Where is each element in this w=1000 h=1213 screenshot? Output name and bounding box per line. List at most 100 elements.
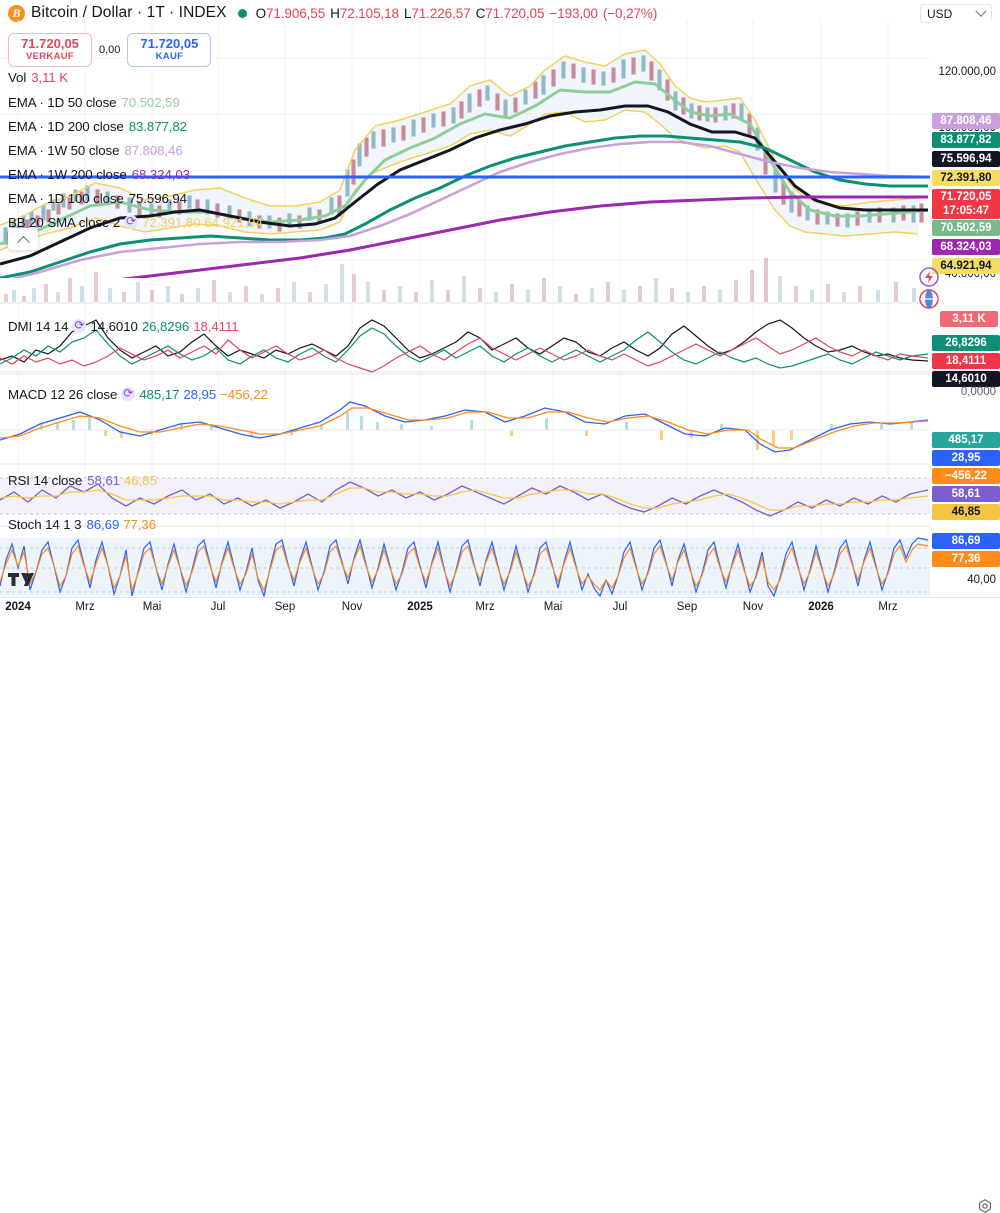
stoch-k-badge: 86,69 xyxy=(932,533,1000,549)
volume-badge: 3,11 K xyxy=(940,311,998,327)
time-label: Mrz xyxy=(878,601,898,613)
alert-icon[interactable] xyxy=(918,266,940,288)
ohlc-o-value: 71.906,55 xyxy=(265,5,326,21)
legend-item-volume[interactable]: Vol 3,11 K xyxy=(8,70,69,85)
dmi-series-group xyxy=(0,319,930,373)
legend-item-ema-1d-50[interactable]: EMA · 1D 50 close 70.502,59 xyxy=(8,95,180,110)
legend-item-ema-1w-200[interactable]: EMA · 1W 200 close 68.324,03 xyxy=(8,167,190,182)
collapse-legend-button[interactable] xyxy=(8,228,38,250)
bb-lower-badge: 64.921,94 xyxy=(932,258,1000,274)
buy-button[interactable]: 71.720,05 KAUF xyxy=(127,33,212,67)
buy-price: 71.720,05 xyxy=(140,36,199,51)
refresh-icon[interactable] xyxy=(124,213,139,229)
timezone-clock-icon[interactable] xyxy=(978,1199,992,1213)
ohlc-l-label: L xyxy=(403,5,412,21)
stoch-d-line xyxy=(0,543,929,593)
ohlc-change: −193,00 xyxy=(549,5,598,21)
price-scale[interactable]: 120.000,00 100.000,00 40.000,00 87.808,4… xyxy=(930,20,1000,615)
legend-value: 46,85 xyxy=(123,473,157,488)
chevron-up-icon xyxy=(16,235,30,249)
dmi-plus-di-badge: 26,8296 xyxy=(932,335,1000,351)
buy-label: KAUF xyxy=(155,51,184,62)
bitcoin-icon: B xyxy=(8,4,25,22)
legend-value: 77,36 xyxy=(123,517,157,532)
ema-1w-50-badge: 87.808,46 xyxy=(932,113,1000,129)
bb-upper-badge: 72.391,80 xyxy=(932,170,1000,186)
ohlc-c-label: C xyxy=(475,5,486,21)
legend-value: 75.596,94 xyxy=(128,191,187,206)
legend-item-rsi[interactable]: RSI 14 close 58,61 46,85 xyxy=(8,473,157,488)
legend-item-ema-1d-200[interactable]: EMA · 1D 200 close 83.877,82 xyxy=(8,119,187,134)
legend-value: 58,61 xyxy=(87,473,120,488)
rsi-ma-line xyxy=(0,487,929,511)
ema-1w-50-line xyxy=(10,140,929,278)
legend-value: 86,69 xyxy=(86,517,120,532)
legend-item-stoch[interactable]: Stoch 14 1 3 86,69 77,36 xyxy=(8,517,157,532)
legend-value: 68.324,03 xyxy=(131,167,190,182)
legend-value: 3,11 K xyxy=(31,70,69,85)
currency-selector[interactable]: USD xyxy=(920,4,992,23)
buy-sell-row: 71.720,05 VERKAUF 0,00 71.720,05 KAUF xyxy=(8,33,212,67)
refresh-icon[interactable] xyxy=(121,385,136,401)
bollinger-lower-line xyxy=(0,109,919,251)
ema-1w-200-badge: 68.324,03 xyxy=(932,239,1000,255)
dmi-minus-di-line xyxy=(0,337,929,373)
price-tick: 120.000,00 xyxy=(938,66,996,78)
volume-series-group xyxy=(4,258,916,302)
last-price-badge: 71.720,05 17:05:47 xyxy=(932,189,1000,219)
tradingview-logo xyxy=(8,570,34,590)
sell-button[interactable]: 71.720,05 VERKAUF xyxy=(8,33,92,67)
macd-line xyxy=(0,401,929,453)
bollinger-band-fill xyxy=(0,50,918,250)
time-label: Nov xyxy=(341,601,363,613)
time-label: Mrz xyxy=(75,601,95,613)
chart-plot-area[interactable] xyxy=(0,20,930,598)
currency-label: USD xyxy=(927,6,953,21)
legend-value: 28,95 xyxy=(183,387,217,402)
globe-icon[interactable] xyxy=(918,288,940,310)
stoch-d-badge: 77,36 xyxy=(932,551,1000,567)
ohlc-l-value: 71.226,57 xyxy=(411,5,471,21)
chevron-down-icon xyxy=(975,5,987,17)
rsi-badge: 58,61 xyxy=(932,486,1000,502)
chart-header: B Bitcoin / Dollar · 1T · INDEX O71.906,… xyxy=(0,0,1000,26)
legend-item-ema-1d-100[interactable]: EMA · 1D 100 close 75.596,94 xyxy=(8,191,187,206)
ohlc-values: O71.906,55 H72.105,18 L71.226,57 C71.720,05… xyxy=(256,6,658,21)
macd-histogram xyxy=(40,412,913,450)
stoch-series-group xyxy=(0,537,930,598)
stoch-tick: 40,00 xyxy=(967,574,996,586)
time-label: Jul xyxy=(612,601,628,613)
ema-1d-100-badge: 75.596,94 xyxy=(932,151,1000,167)
refresh-icon[interactable] xyxy=(72,317,87,333)
rsi-line xyxy=(0,481,929,517)
dmi-tick: 0,0000 xyxy=(960,386,996,398)
macd-series-group xyxy=(0,401,930,453)
price-series-group xyxy=(0,49,930,278)
symbol-title[interactable]: Bitcoin / Dollar · 1T · INDEX xyxy=(31,4,227,21)
time-label: Mrz xyxy=(475,601,495,613)
legend-value: 83.877,82 xyxy=(128,119,187,134)
legend-value: 70.502,59 xyxy=(121,95,180,110)
time-label: Mai xyxy=(543,601,563,613)
rsi-series-group xyxy=(0,477,930,517)
dmi-minus-di-badge: 18,4111 xyxy=(932,353,1000,369)
candlestick-series xyxy=(3,55,924,245)
legend-value: 18,4111 xyxy=(193,319,239,334)
dmi-adx-line xyxy=(0,319,929,363)
ema-1d-50-badge: 70.502,59 xyxy=(932,220,1000,236)
legend-item-ema-1w-50[interactable]: EMA · 1W 50 close 87.808,46 xyxy=(8,143,183,158)
macd-line-badge: 28,95 xyxy=(932,450,1000,466)
ohlc-h-value: 72.105,18 xyxy=(339,5,399,21)
last-price-value: 71.720,05 xyxy=(940,191,992,203)
legend-value: 87.808,46 xyxy=(124,143,183,158)
spread-value: 0,00 xyxy=(99,44,121,56)
time-axis[interactable]: 2024 Mrz Mai Jul Sep Nov 2025 Mrz Mai Ju… xyxy=(0,598,1000,1213)
bollinger-upper-line xyxy=(0,49,919,226)
dmi-adx-badge: 14,6010 xyxy=(932,371,1000,387)
legend-value: 14,6010 xyxy=(90,319,138,334)
ohlc-o-label: O xyxy=(255,5,267,21)
ema-1w-200-line xyxy=(120,195,928,278)
